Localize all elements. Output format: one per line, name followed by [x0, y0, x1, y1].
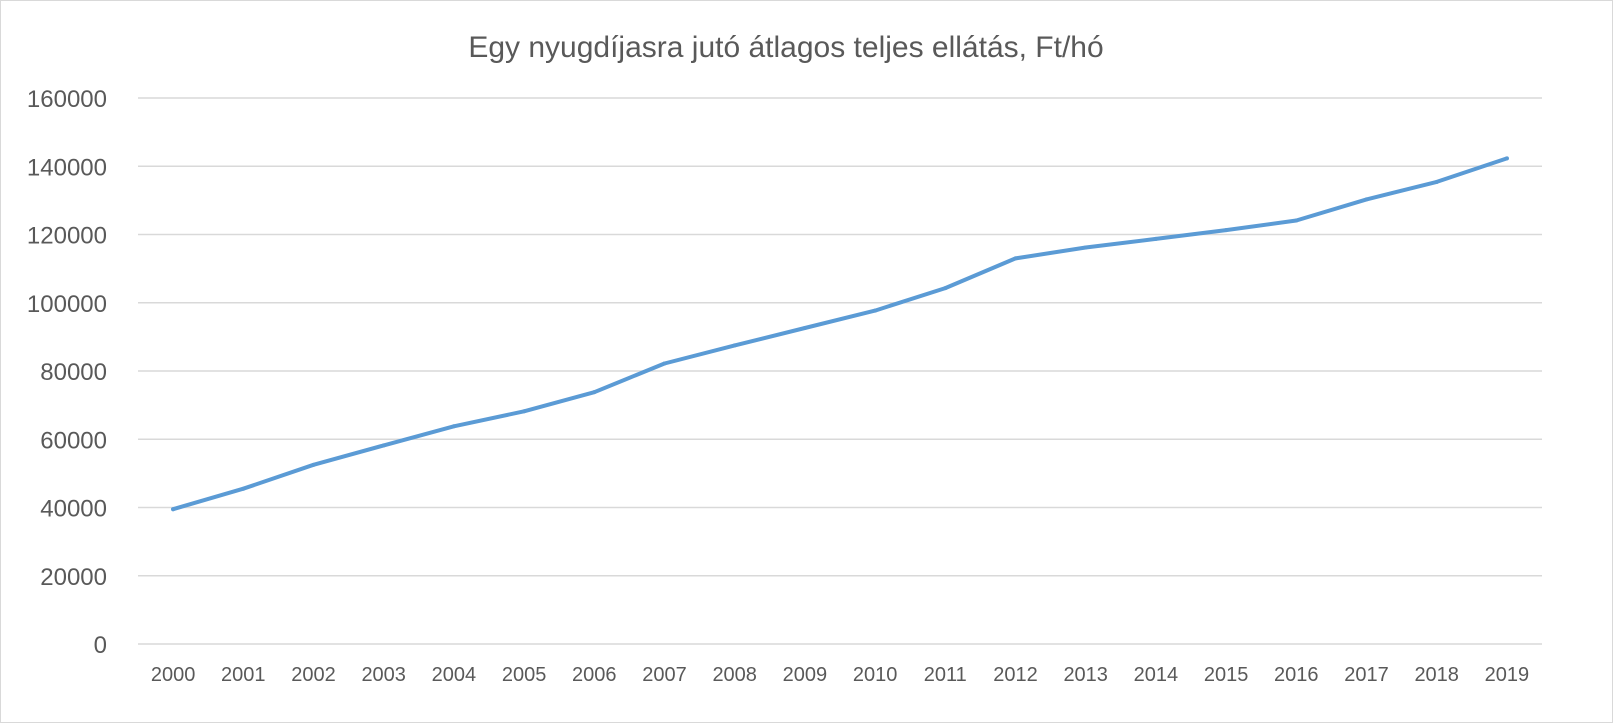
- data-point: [802, 326, 807, 331]
- x-tick-label: 2019: [1485, 664, 1530, 686]
- x-tick-label: 2018: [1414, 664, 1459, 686]
- data-point: [311, 462, 316, 467]
- y-axis-tick-labels: 0 20000 40000 60000 80000 100000 120000 140000 1…: [27, 86, 107, 659]
- x-tick-label: 2000: [151, 664, 196, 686]
- y-tick-label: 160000: [27, 86, 107, 113]
- x-tick-label: 2003: [361, 664, 406, 686]
- y-tick-label: 140000: [27, 154, 107, 181]
- data-point: [1083, 245, 1088, 250]
- data-point: [241, 486, 246, 491]
- data-point: [1013, 256, 1018, 261]
- x-tick-label: 2002: [291, 664, 336, 686]
- y-tick-label: 40000: [40, 496, 107, 523]
- data-point: [662, 361, 667, 366]
- series-line: [171, 156, 1509, 512]
- x-tick-label: 2007: [642, 664, 687, 686]
- x-tick-label: 2010: [853, 664, 898, 686]
- y-tick-label: 100000: [27, 291, 107, 318]
- x-tick-label: 2001: [221, 664, 266, 686]
- chart-title: Egy nyugdíjasra jutó átlagos teljes ellá…: [468, 31, 1103, 64]
- x-tick-label: 2013: [1063, 664, 1108, 686]
- data-point: [522, 409, 527, 414]
- x-tick-label: 2009: [783, 664, 828, 686]
- x-tick-label: 2004: [432, 664, 477, 686]
- y-tick-label: 20000: [40, 564, 107, 591]
- x-tick-label: 2014: [1134, 664, 1179, 686]
- data-point: [1153, 236, 1158, 241]
- data-point: [1434, 179, 1439, 184]
- x-tick-label: 2011: [924, 664, 967, 686]
- data-point: [732, 343, 737, 348]
- gridlines: [138, 97, 1542, 645]
- x-tick-label: 2017: [1344, 664, 1389, 686]
- x-tick-label: 2005: [502, 664, 547, 686]
- y-tick-label: 0: [94, 632, 107, 659]
- x-tick-label: 2016: [1274, 664, 1319, 686]
- data-point: [873, 308, 878, 313]
- data-point: [451, 424, 456, 429]
- x-tick-label: 2012: [993, 664, 1038, 686]
- data-point: [1294, 218, 1299, 223]
- series-group: [171, 156, 1509, 512]
- x-axis-tick-labels: 2000 2001 2002 2003 2004 2005 2006 2007 2008 2009…: [151, 664, 1529, 686]
- data-point: [592, 390, 597, 395]
- y-tick-label: 80000: [40, 359, 107, 386]
- data-point: [1364, 197, 1369, 202]
- x-tick-label: 2015: [1204, 664, 1249, 686]
- data-point: [171, 507, 176, 512]
- y-tick-label: 120000: [27, 223, 107, 250]
- data-point: [943, 286, 948, 291]
- x-tick-label: 2006: [572, 664, 617, 686]
- data-point: [1504, 156, 1509, 161]
- data-point: [381, 443, 386, 448]
- data-point: [1224, 228, 1229, 233]
- y-tick-label: 60000: [40, 427, 107, 454]
- x-tick-label: 2008: [712, 664, 757, 686]
